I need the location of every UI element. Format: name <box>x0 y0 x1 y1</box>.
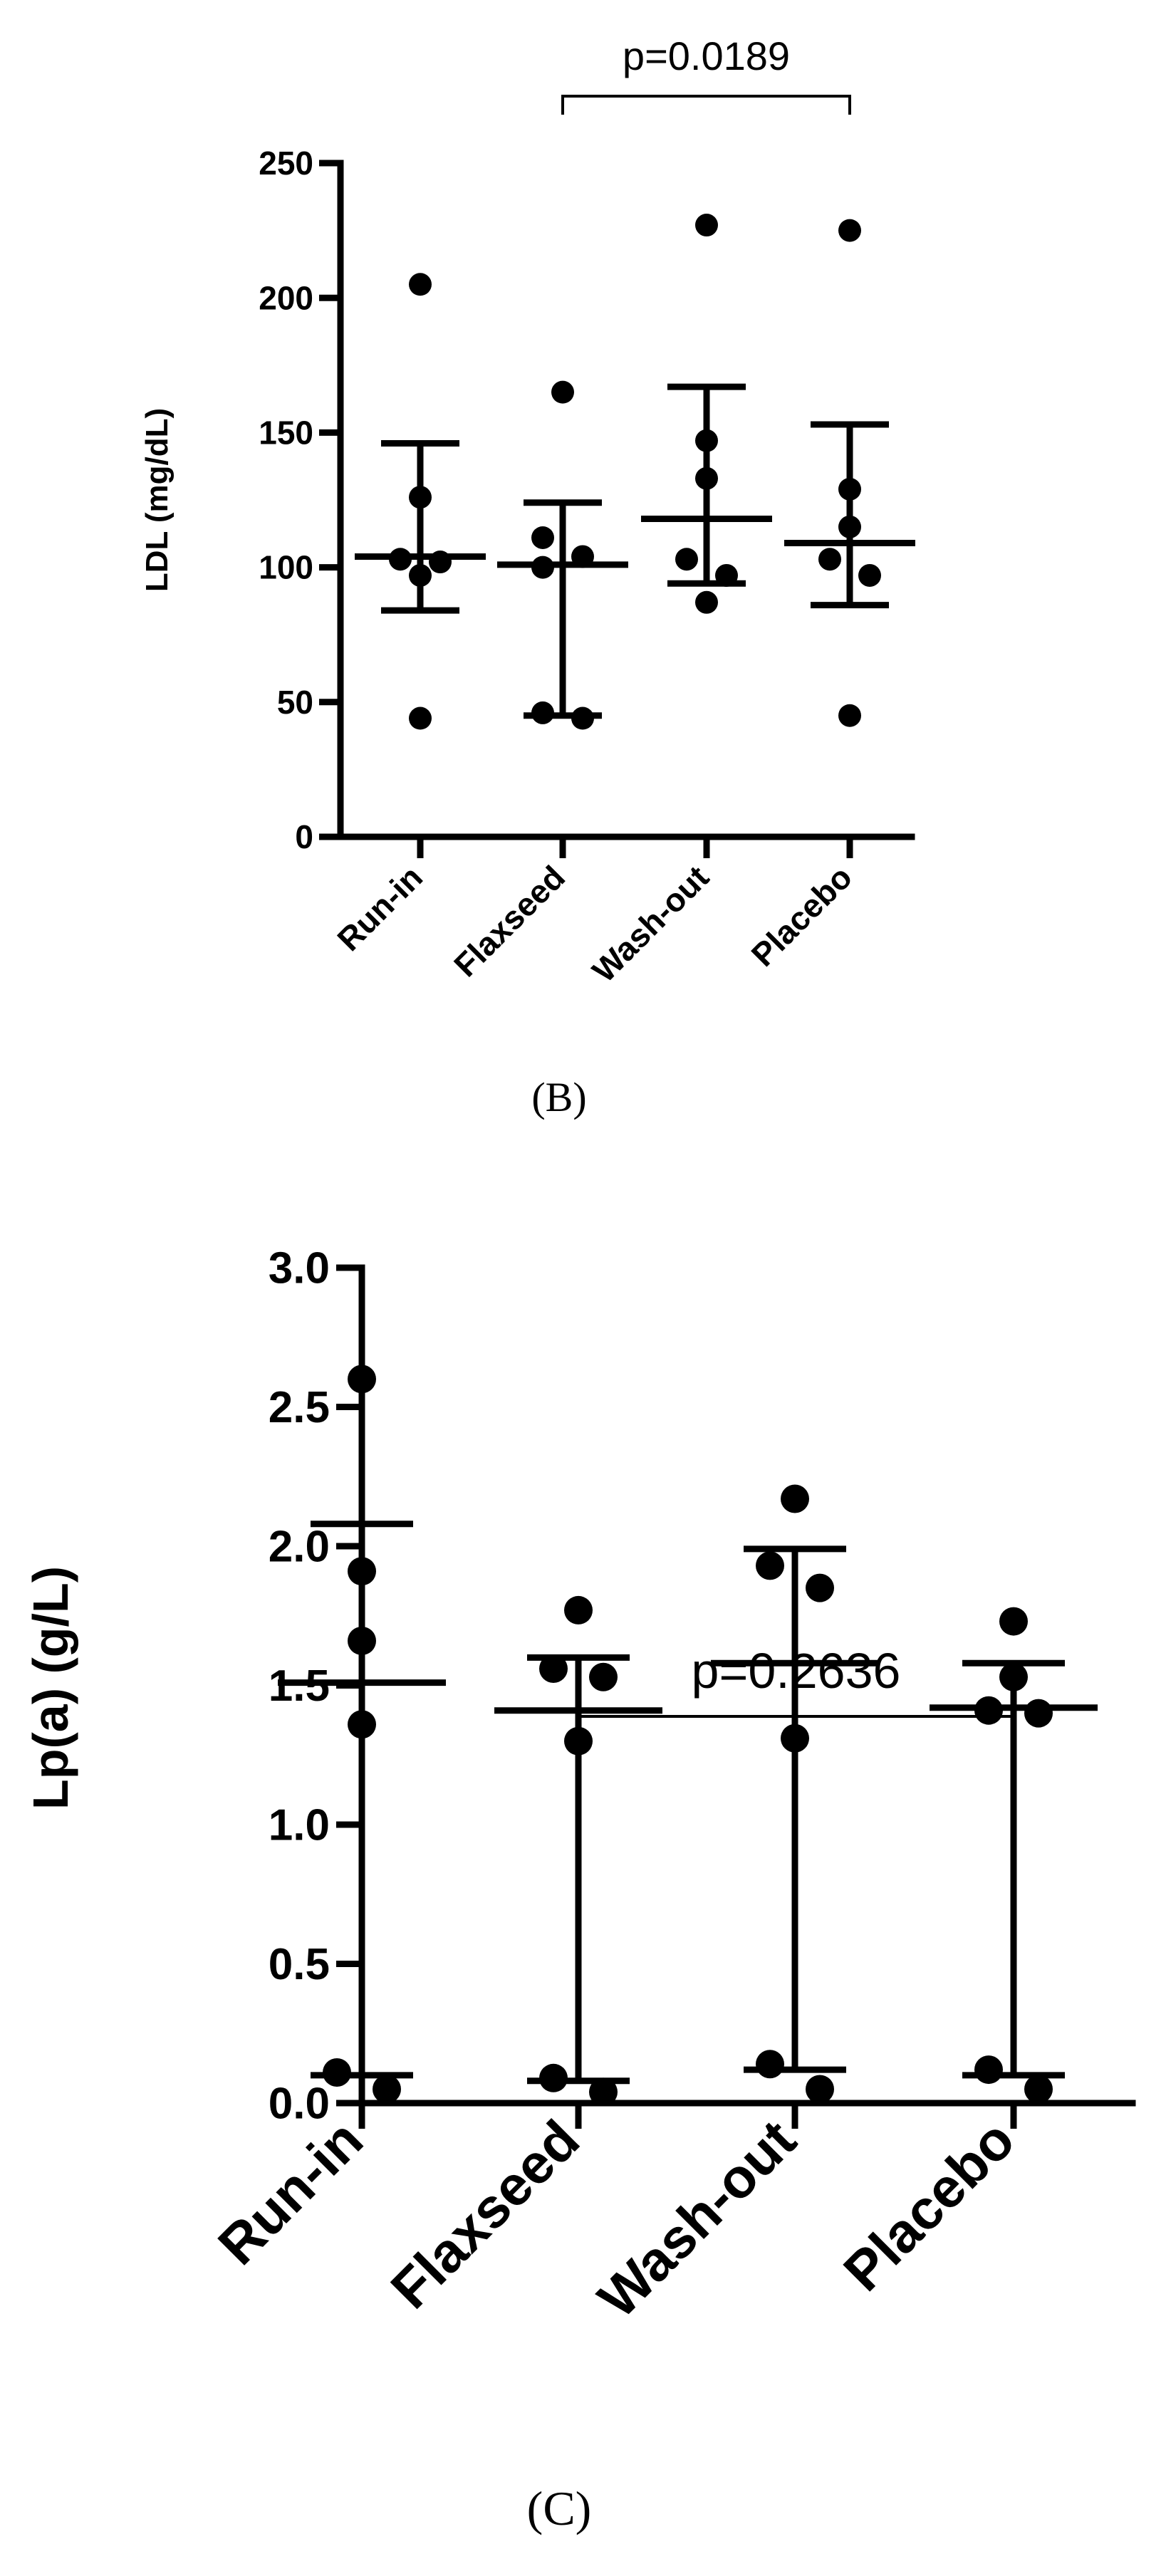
data-point <box>838 704 861 727</box>
data-point <box>539 1654 568 1684</box>
y-tick-label: 2.5 <box>269 1383 330 1432</box>
data-point <box>675 548 698 571</box>
x-category-label: Placebo <box>831 2108 1026 2303</box>
x-category-label: Flaxseed <box>379 2108 591 2320</box>
data-point <box>373 2075 401 2104</box>
x-category-label: Wash-out <box>585 858 716 989</box>
y-axis-title: LDL (mg/dL) <box>140 408 175 592</box>
p-value-label: p=0.2636 <box>692 1643 901 1699</box>
data-point <box>551 380 574 404</box>
data-point <box>806 2075 834 2104</box>
data-point <box>818 548 841 571</box>
data-point <box>781 1484 809 1513</box>
y-tick-label: 0 <box>295 818 313 855</box>
data-point <box>409 706 432 730</box>
data-point <box>838 219 861 242</box>
chart-panel-c: 0.0 0.5 1.0 1.5 2.0 2.5 3.0 Run-in FlaxseedWash-… <box>23 1244 1136 2535</box>
x-category-label: Placebo <box>744 858 860 974</box>
significance-bracket <box>577 1715 1015 1736</box>
y-tick-label: 0.0 <box>269 2080 330 2129</box>
panel-label: (C) <box>527 2481 592 2535</box>
data-point <box>589 1662 618 1691</box>
significance-bracket <box>561 95 851 115</box>
y-tick-label: 2.0 <box>269 1523 330 1572</box>
chart-panel-b: 0 50 100 150 200 250 Run-in Flaxseed Wash-out Pla… <box>140 33 915 1120</box>
y-tick-label: 150 <box>259 414 313 452</box>
y-axis-title: Lp(a) (g/L) <box>23 1566 78 1810</box>
y-tick-label: 50 <box>277 684 313 721</box>
y-tick-label: 1.0 <box>269 1801 330 1850</box>
p-value-label: p=0.0189 <box>623 33 790 78</box>
data-point <box>348 1365 376 1394</box>
y-tick-label: 0.5 <box>269 1940 330 1989</box>
data-point <box>695 590 718 614</box>
data-point <box>409 273 432 296</box>
data-point <box>1024 2075 1053 2104</box>
data-point <box>531 526 554 549</box>
x-category-label: Wash-out <box>586 2108 808 2330</box>
data-point <box>999 1607 1028 1636</box>
y-tick-label: 3.0 <box>269 1244 330 1293</box>
data-point <box>756 1551 784 1580</box>
x-category-label: Run-in <box>206 2108 375 2277</box>
panel-label: (B) <box>531 1074 586 1120</box>
data-point <box>974 2055 1003 2085</box>
data-point <box>589 2077 618 2107</box>
y-tick-label: 250 <box>259 145 313 182</box>
data-point <box>858 563 881 587</box>
data-point <box>564 1595 593 1625</box>
y-tick-label: 1.5 <box>269 1662 330 1711</box>
y-tick-label: 100 <box>259 549 313 586</box>
data-point <box>1024 1699 1053 1728</box>
y-tick-label: 200 <box>259 279 313 316</box>
data-point <box>756 2050 784 2079</box>
data-point <box>806 1573 834 1602</box>
x-category-label: Run-in <box>330 858 430 958</box>
x-category-label: Flaxseed <box>447 858 572 984</box>
data-point <box>695 214 718 237</box>
